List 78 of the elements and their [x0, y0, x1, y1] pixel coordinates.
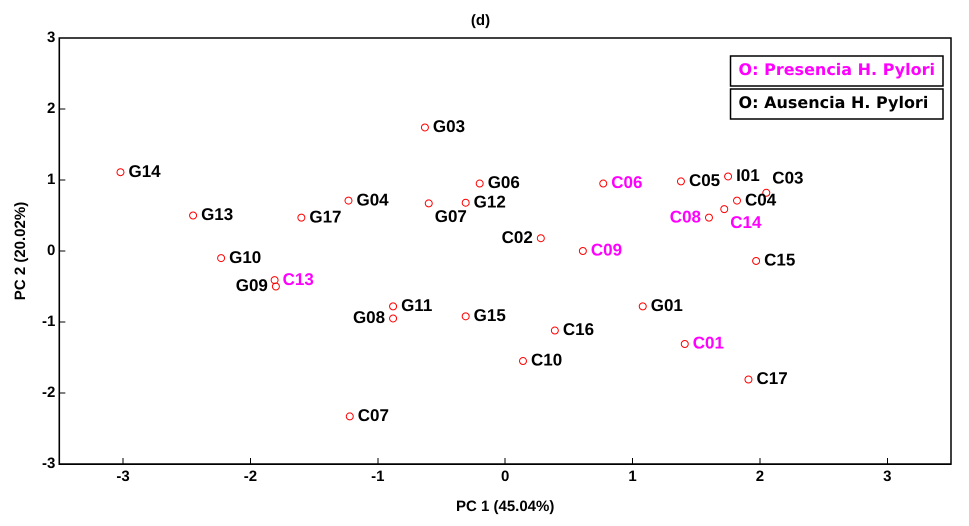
- data-label: G06: [488, 173, 520, 192]
- text: O: Ausencia H. Pylori: [738, 93, 928, 112]
- chart-title: (d): [470, 12, 490, 30]
- point: [420, 123, 429, 132]
- point: [676, 177, 685, 186]
- data-label: C03: [772, 168, 804, 188]
- data-label: G10: [229, 248, 262, 267]
- point: [550, 326, 559, 335]
- point: [476, 180, 484, 188]
- data-label: C02: [502, 228, 533, 247]
- point: [217, 254, 226, 262]
- y-axis-title: PC 2 (20.02%): [12, 202, 30, 300]
- data-label: C05: [688, 171, 720, 190]
- point: [578, 247, 587, 255]
- point: [720, 205, 728, 214]
- data-label: G12: [474, 192, 506, 212]
- point: [744, 376, 752, 384]
- point: [599, 180, 608, 188]
- y-tick-label: 1: [46, 171, 56, 188]
- data-label: C13: [282, 270, 314, 289]
- point: [733, 196, 741, 205]
- x-tick-label: -2: [244, 468, 258, 486]
- y-tick-label: -3: [42, 455, 56, 472]
- data-label: C10: [531, 350, 562, 370]
- point: [389, 314, 398, 322]
- y-tick-label: 0: [46, 242, 56, 260]
- point: [424, 199, 433, 208]
- data-label: G14: [128, 162, 162, 181]
- x-tick-label: -3: [116, 468, 130, 486]
- data-label: C09: [590, 240, 622, 260]
- x-axis-title: PC 1 (45.04%): [456, 498, 554, 516]
- text: O: Presencia H. Pylori: [738, 60, 935, 80]
- point: [389, 302, 398, 310]
- x-tick-label: 1: [628, 468, 637, 486]
- point: [536, 234, 545, 242]
- data-label: G08: [352, 308, 386, 328]
- point: [724, 172, 732, 180]
- point: [519, 357, 527, 366]
- data-label: G15: [474, 306, 506, 326]
- data-label: G13: [201, 205, 234, 224]
- data-label: C06: [611, 173, 642, 192]
- data-label: G04: [356, 190, 390, 210]
- point: [270, 276, 279, 284]
- y-tick-label: -1: [42, 313, 56, 330]
- x-tick-label: 2: [756, 468, 764, 486]
- data-label: I01: [736, 166, 760, 186]
- y-tick-label: 2: [46, 100, 56, 118]
- point: [272, 282, 280, 290]
- point: [752, 256, 760, 265]
- x-tick-label: 3: [883, 468, 892, 486]
- data-label: G11: [401, 296, 432, 316]
- point: [297, 214, 306, 222]
- data-label: G17: [309, 207, 342, 226]
- data-label: C14: [730, 212, 762, 232]
- data-label: C04: [745, 190, 777, 210]
- data-label: C16: [562, 320, 594, 340]
- data-label: C15: [764, 250, 796, 270]
- point: [704, 214, 713, 222]
- point: [680, 340, 689, 348]
- point: [116, 168, 124, 176]
- y-tick-label: -2: [42, 384, 56, 402]
- point: [462, 312, 470, 320]
- data-label: C08: [670, 207, 701, 226]
- data-label: C17: [756, 369, 788, 388]
- y-tick-label: 3: [46, 29, 56, 46]
- x-tick-label: -1: [371, 468, 384, 486]
- data-label: C07: [358, 406, 389, 426]
- point: [346, 412, 354, 420]
- point: [189, 212, 198, 220]
- data-label: C01: [692, 334, 724, 353]
- point: [344, 196, 352, 205]
- data-label: G01: [650, 296, 683, 316]
- point: [638, 302, 647, 310]
- data-label: G09: [236, 276, 268, 296]
- point: [462, 198, 470, 207]
- x-tick-label: 0: [500, 468, 510, 486]
- data-label: G07: [434, 207, 467, 226]
- data-label: G03: [432, 117, 466, 136]
